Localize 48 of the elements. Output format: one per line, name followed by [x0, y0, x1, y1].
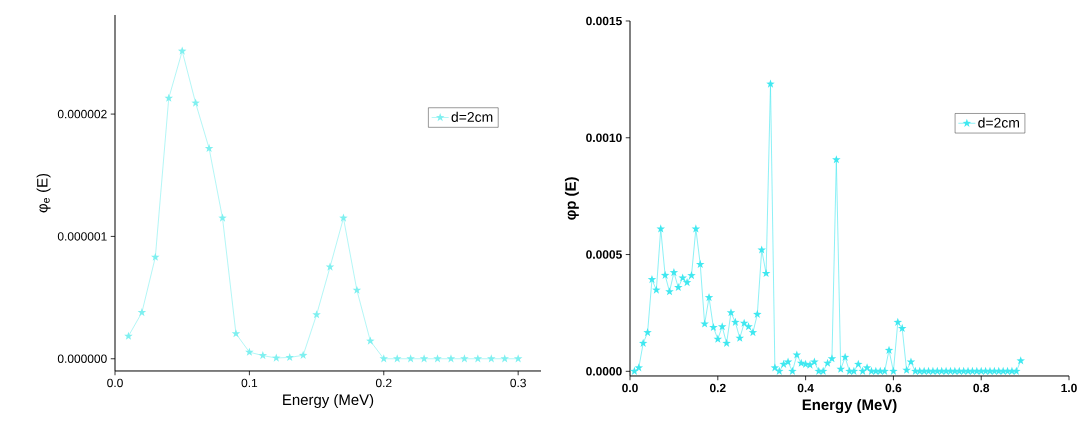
- x-tick-label: 0.4: [797, 383, 814, 393]
- legend-label: d=2cm: [978, 117, 1020, 128]
- point: [406, 354, 415, 363]
- point: [298, 350, 308, 359]
- point: [204, 143, 214, 152]
- point: [124, 331, 133, 340]
- x-tick-label: 1.0: [1061, 383, 1077, 393]
- y-axis-title: φ$_{e}$ (E): [36, 173, 51, 213]
- point: [231, 329, 241, 338]
- point: [312, 310, 321, 319]
- point: [433, 354, 442, 363]
- point: [258, 351, 268, 360]
- y-tick-label: 0.0015: [586, 16, 622, 26]
- point: [513, 354, 523, 363]
- x-axis-title: Energy (MeV): [283, 394, 374, 408]
- x-tick-label: 0.2: [709, 383, 726, 393]
- x-tick-label: 0.3: [510, 378, 526, 388]
- point: [500, 354, 509, 363]
- point: [151, 252, 160, 261]
- point: [218, 213, 227, 222]
- x-tick-label: 0.8: [973, 383, 990, 393]
- y-tick-label: 0.0005: [586, 250, 622, 259]
- point: [137, 308, 147, 317]
- y-axis-title: φp (E): [564, 177, 579, 220]
- point: [379, 354, 389, 363]
- point: [325, 262, 335, 271]
- point: [419, 354, 429, 363]
- y-tick-label: 0.000000: [57, 354, 107, 363]
- point: [392, 354, 402, 363]
- point: [460, 354, 469, 363]
- point: [285, 352, 294, 362]
- y-tick-label: 0.0010: [586, 133, 622, 142]
- x-tick-label: 0.2: [375, 378, 392, 388]
- y-tick-label: 0.000002: [57, 109, 107, 119]
- point: [487, 354, 496, 363]
- x-tick-label: 0.0: [622, 383, 638, 393]
- point: [339, 213, 348, 222]
- point: [473, 354, 483, 363]
- point: [446, 354, 456, 363]
- point: [245, 347, 254, 356]
- x-axis-title: Energy (MeV): [802, 399, 897, 414]
- x-tick-label: 0.0: [107, 378, 123, 388]
- legend-label: d=2cm: [451, 111, 493, 122]
- y-tick-label: 0.0000: [586, 367, 622, 376]
- x-tick-label: 0.1: [241, 378, 258, 388]
- point: [164, 93, 174, 102]
- x-tick-label: 0.6: [885, 383, 902, 393]
- y-tick-label: 0.000001: [57, 232, 107, 241]
